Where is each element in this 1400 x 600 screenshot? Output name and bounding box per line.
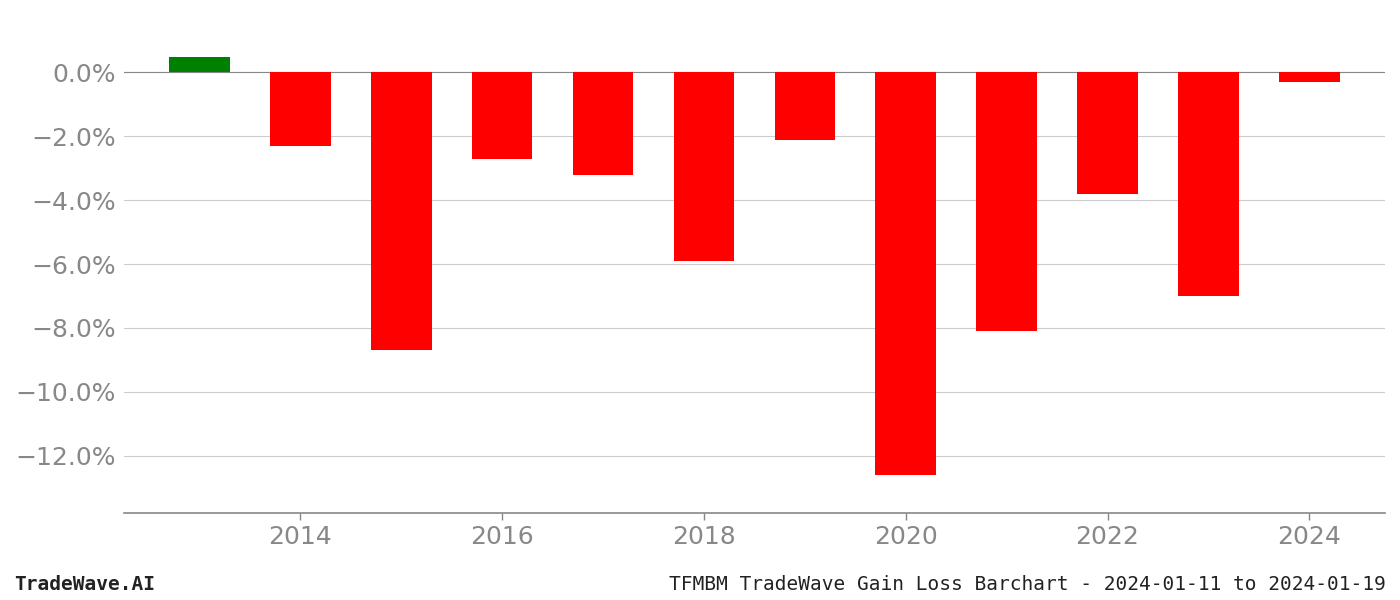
Bar (472, 73, 532, 159)
Bar (573, 73, 633, 175)
Text: TFMBM TradeWave Gain Loss Barchart - 2024-01-11 to 2024-01-19: TFMBM TradeWave Gain Loss Barchart - 202… (669, 575, 1386, 594)
Bar (1077, 73, 1138, 194)
Bar (774, 73, 836, 140)
Bar (270, 73, 330, 146)
Bar (875, 73, 937, 475)
Bar (371, 73, 431, 350)
Bar (169, 56, 230, 73)
Bar (1280, 73, 1340, 82)
Bar (976, 73, 1037, 331)
Bar (673, 73, 734, 261)
Text: TradeWave.AI: TradeWave.AI (14, 575, 155, 594)
Bar (1179, 73, 1239, 296)
